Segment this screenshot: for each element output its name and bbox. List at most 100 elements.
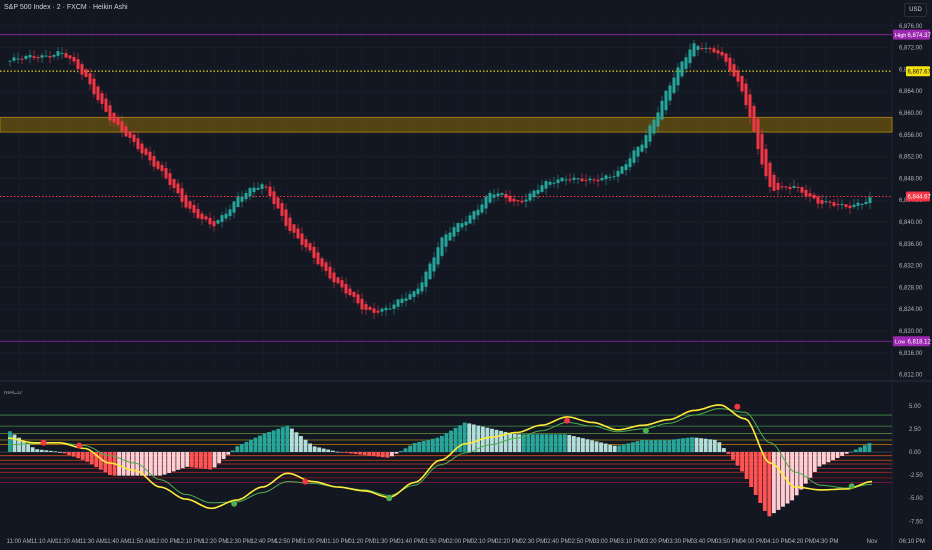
histogram-bar [367, 452, 372, 456]
price-tick-label: 6,832.00 [899, 264, 923, 270]
crossover-marker [734, 403, 741, 410]
histogram-bar [576, 437, 581, 452]
histogram-bar [658, 440, 663, 452]
candle-body [512, 198, 516, 202]
candle-body [864, 201, 868, 205]
histogram-bar [840, 452, 845, 456]
candle-body [492, 194, 496, 198]
histogram-bar [308, 443, 312, 452]
candle-body [752, 105, 756, 132]
histogram-bar [599, 442, 604, 452]
candle-body [196, 208, 200, 219]
histogram-bar [590, 440, 594, 452]
candle-body [360, 298, 364, 310]
currency-button[interactable]: USD [904, 3, 927, 17]
candle-body [280, 203, 284, 216]
session-end-label: Nov [867, 539, 878, 545]
histogram-bar [767, 452, 772, 517]
time-tick-label: 12:50 PM [275, 539, 301, 545]
crossover-marker [40, 439, 47, 446]
candle-body [432, 257, 436, 272]
time-tick-label: 12:20 PM [202, 539, 228, 545]
candle-body [152, 156, 156, 167]
candle-body [44, 55, 48, 57]
histogram-bar [180, 452, 185, 469]
candle-body [216, 220, 220, 224]
time-tick-label-last: 06:10 PM [899, 539, 925, 545]
histogram-bar [740, 452, 744, 472]
histogram-bar [535, 434, 540, 452]
histogram-bar [617, 445, 622, 452]
candle-body [832, 202, 836, 206]
candle-body [664, 90, 668, 111]
histogram-bar [12, 434, 17, 452]
time-tick-label: 03:10 PM [617, 539, 643, 545]
candle-body [600, 177, 604, 181]
candle-body [164, 168, 168, 179]
candle-body [268, 186, 272, 196]
histogram-bar [435, 437, 440, 452]
time-tick-label: 02:10 PM [471, 539, 497, 545]
histogram-bar [867, 443, 872, 452]
candle-body [108, 105, 112, 121]
candle-body [868, 197, 872, 203]
histogram-bar [731, 452, 735, 460]
histogram-bar [485, 427, 490, 452]
histogram-bar [426, 439, 431, 452]
low-price-badge-bg [906, 336, 930, 347]
histogram-bar [280, 427, 285, 452]
time-tick-label: 11:50 AM [129, 539, 154, 545]
histogram-bar [503, 431, 508, 452]
histogram-bar [371, 452, 376, 457]
candle-body [480, 204, 484, 213]
candle-body [412, 291, 416, 297]
candle-body [52, 54, 56, 57]
symbol-title[interactable]: S&P 500 Index · 2 · FXCM · Heikin Ashi [4, 4, 128, 11]
candle-body [548, 181, 552, 185]
candle-body [356, 294, 360, 304]
histogram-bar [417, 442, 422, 452]
histogram-bar [803, 452, 808, 484]
price-tick-label: 6,864.00 [899, 89, 923, 95]
macd-indicator-label[interactable]: MACD [4, 390, 22, 396]
histogram-bar [444, 433, 449, 452]
candle-body [84, 69, 88, 78]
histogram-bar [171, 452, 176, 472]
time-tick-label: 04:20 PM [788, 539, 814, 545]
candle-body [148, 151, 152, 161]
histogram-bar [258, 435, 262, 452]
candle-body [252, 187, 256, 193]
candle-body [232, 201, 236, 213]
histogram-bar [762, 452, 767, 511]
candle-body [716, 50, 720, 54]
last-price-badge-bg [906, 191, 930, 202]
histogram-bar [85, 452, 90, 462]
histogram-bar [799, 452, 804, 490]
time-tick-label: 03:50 PM [715, 539, 741, 545]
candle-body [628, 158, 632, 168]
histogram-bar [621, 444, 626, 452]
high-price-badge-bg [906, 29, 930, 40]
histogram-bar [517, 434, 522, 452]
candle-body [724, 53, 728, 62]
candle-body [440, 237, 444, 256]
candle-body [128, 131, 132, 138]
histogram-bar [126, 452, 131, 476]
candle-body [568, 179, 572, 181]
histogram-bar [571, 436, 576, 452]
histogram-bar [831, 452, 835, 461]
candle-body [276, 197, 280, 209]
time-tick-label: 02:40 PM [544, 539, 570, 545]
histogram-bar [630, 442, 635, 452]
candle-body [764, 149, 768, 177]
candle-body [856, 202, 860, 206]
candle-body [688, 49, 692, 64]
histogram-bar [76, 452, 81, 459]
candle-body [248, 188, 252, 197]
candle-body [584, 179, 588, 181]
histogram-bar [612, 445, 617, 452]
crossover-marker [564, 417, 571, 424]
histogram-bar [226, 452, 231, 455]
histogram-bar [58, 451, 62, 453]
